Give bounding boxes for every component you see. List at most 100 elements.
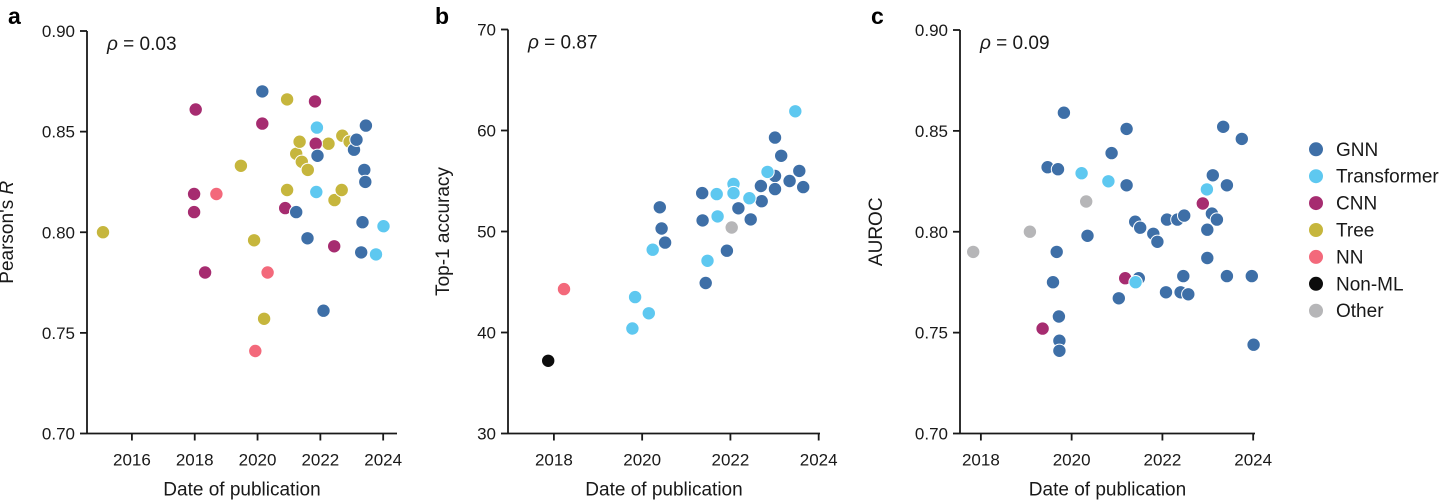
panel-c: 0.70 0.75 0.80 0.85 0.90 2018 2020 2022 2024 Date… (866, 21, 1272, 501)
data-point-gnn (695, 213, 710, 228)
y-tick-label: 50 (477, 223, 496, 242)
y-tick-label: 0.75 (42, 324, 75, 343)
data-point-gnn (1234, 131, 1250, 147)
legend: GNN Transformer CNN Tree NN Non-ML Other (1309, 140, 1439, 322)
data-point-other (724, 220, 739, 235)
y-tick-label: 0.90 (42, 22, 75, 41)
y-tick-label: 0.85 (915, 122, 948, 141)
data-point-nn (556, 281, 572, 297)
data-point-gnn (698, 275, 713, 291)
legend-swatch-nn (1309, 249, 1323, 264)
y-tick-label: 0.80 (915, 223, 948, 242)
data-point-gnn (1219, 178, 1235, 193)
data-point-cnn (1195, 196, 1211, 211)
data-point-transformer (1074, 166, 1089, 181)
data-point-gnn (1216, 119, 1231, 135)
data-point-tree (300, 162, 315, 178)
data-point-gnn (1200, 222, 1215, 237)
data-point-nn (248, 343, 263, 359)
data-point-gnn (1080, 228, 1095, 244)
scatter-points (541, 104, 811, 368)
data-point-gnn (358, 174, 373, 190)
data-point-gnn (1158, 285, 1174, 300)
data-point-gnn (354, 245, 369, 260)
legend-swatch-non-ml (1309, 276, 1323, 291)
data-point-transformer (1128, 275, 1143, 290)
legend-label-nn: NN (1336, 247, 1363, 268)
data-point-gnn (1119, 121, 1134, 137)
data-point-gnn (719, 243, 735, 258)
data-point-gnn (1056, 105, 1072, 120)
x-tick-label: 2022 (301, 451, 339, 470)
data-point-transformer (309, 184, 324, 200)
data-point-gnn (1052, 343, 1067, 358)
data-point-cnn (197, 265, 213, 280)
data-point-tree (327, 192, 342, 208)
data-point-gnn (1045, 275, 1061, 290)
scatter-points (95, 84, 391, 359)
legend-label-transformer: Transformer (1336, 167, 1439, 188)
x-tick-label: 2020 (623, 451, 661, 470)
y-axis-label: AUROC (866, 197, 887, 266)
y-tick-label: 0.70 (915, 425, 948, 444)
data-point-gnn (1111, 291, 1127, 306)
data-point-gnn (743, 212, 758, 227)
data-point-nn (209, 186, 224, 202)
data-point-tree (292, 134, 307, 149)
data-point-gnn (357, 162, 372, 178)
data-point-transformer (710, 209, 725, 224)
data-point-gnn (349, 132, 364, 147)
y-tick-label: 0.85 (42, 123, 75, 142)
y-tick-label: 0.80 (42, 223, 75, 242)
data-point-gnn (289, 204, 304, 220)
data-point-gnn (1049, 244, 1064, 260)
data-point-gnn (1050, 162, 1066, 177)
data-point-tree (246, 233, 262, 248)
data-point-transformer (368, 247, 384, 262)
data-point-gnn (1133, 220, 1148, 235)
panel-letter-a: a (8, 3, 21, 29)
data-point-transformer (625, 321, 640, 336)
data-point-other (1079, 194, 1094, 209)
data-point-cnn (1035, 321, 1050, 336)
data-point-transformer (376, 219, 391, 234)
data-point-gnn (657, 235, 673, 250)
y-tick-label: 0.90 (915, 21, 948, 40)
data-point-gnn (767, 130, 783, 145)
data-point-gnn (1051, 309, 1067, 324)
data-point-gnn (774, 148, 789, 164)
data-point-cnn (308, 136, 323, 151)
data-point-tree (233, 158, 249, 174)
data-point-nn (260, 265, 275, 280)
data-point-transformer (645, 242, 660, 257)
data-point-gnn (355, 215, 370, 230)
data-point-gnn (1176, 268, 1191, 284)
legend-swatch-transformer (1309, 169, 1323, 184)
data-point-tree (279, 92, 295, 107)
data-point-gnn (767, 181, 783, 197)
x-axis-label: Date of publication (163, 480, 320, 501)
data-point-transformer (760, 164, 775, 180)
data-point-gnn (1181, 287, 1196, 302)
data-point-other (1022, 224, 1038, 239)
panel-a: 0.70 0.75 0.80 0.85 0.90 2016 2018 2020 2022 2024… (0, 22, 402, 501)
x-tick-label: 2018 (962, 451, 1000, 470)
y-tick-label: 70 (477, 21, 496, 40)
data-point-gnn (1177, 208, 1192, 223)
data-point-gnn (753, 178, 769, 194)
data-point-gnn (310, 148, 325, 164)
data-point-gnn (1119, 178, 1134, 193)
y-axis-label: Pearson's R (0, 181, 18, 284)
data-point-transformer (641, 306, 656, 321)
rho-annotation: ρ = 0.09 (979, 33, 1050, 54)
y-tick-label: 0.75 (915, 324, 948, 343)
data-point-gnn (796, 179, 811, 195)
x-tick-label: 2022 (1144, 451, 1182, 470)
data-point-gnn (1219, 268, 1235, 284)
x-tick-label: 2020 (239, 451, 277, 470)
data-point-tree (321, 136, 336, 151)
data-point-gnn (1244, 268, 1260, 284)
data-point-gnn (1246, 337, 1261, 352)
data-point-transformer (627, 289, 643, 305)
